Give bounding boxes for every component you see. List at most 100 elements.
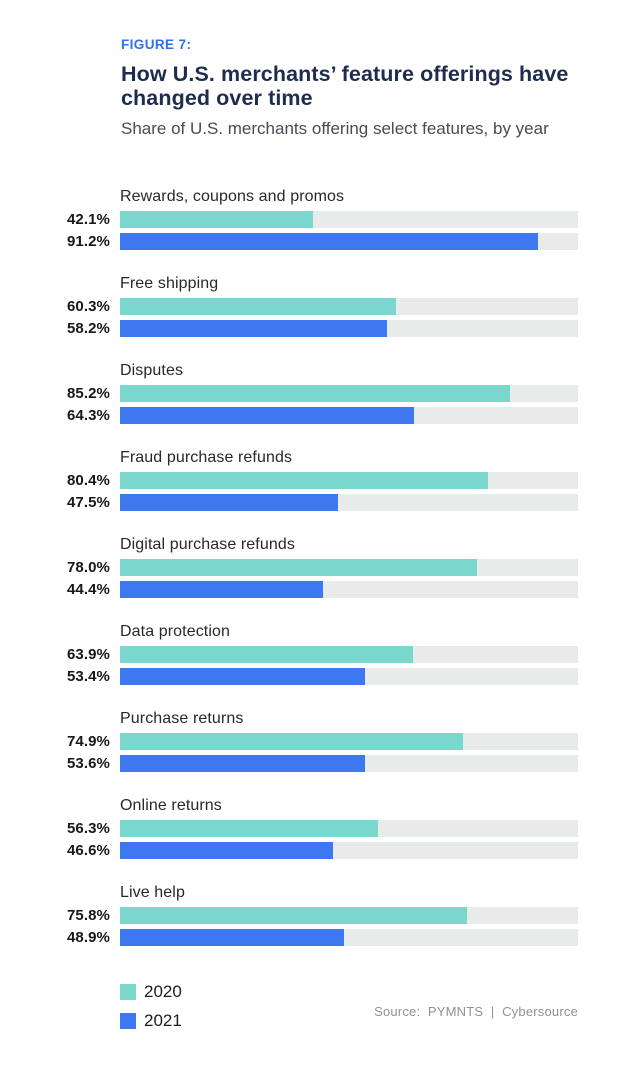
figure-label: FIGURE 7: (121, 37, 192, 52)
value-label: 53.6% (66, 755, 110, 772)
value-label: 74.9% (66, 733, 110, 750)
bar-fill-2021 (120, 581, 324, 598)
value-label: 80.4% (66, 472, 110, 489)
bar-track (120, 842, 578, 859)
category-label: Purchase returns (120, 710, 244, 727)
bar-chart: Rewards, coupons and promos 42.1% 91.2% Fre… (0, 188, 640, 946)
feature-group: Online returns 56.3% 46.6% (0, 797, 578, 859)
legend-item-2021: 2021 (120, 1011, 182, 1031)
feature-group: Disputes 85.2% 64.3% (0, 362, 578, 424)
legend-label: 2020 (144, 982, 182, 1001)
figure-subtitle: Share of U.S. merchants offering select … (121, 118, 549, 138)
legend-swatch-icon (120, 1013, 136, 1029)
category-label: Free shipping (120, 275, 219, 292)
legend-label: 2021 (144, 1011, 182, 1030)
category-label: Digital purchase refunds (120, 536, 295, 553)
feature-group: Live help 75.8% 48.9% (0, 884, 578, 946)
bar-row-2020: 56.3% (0, 820, 578, 837)
bar-row-2020: 42.1% (0, 211, 578, 228)
value-label: 44.4% (66, 581, 110, 598)
value-label: 63.9% (66, 646, 110, 663)
bar-track (120, 559, 578, 576)
bar-track (120, 646, 578, 663)
bar-fill-2020 (120, 211, 313, 228)
bar-fill-2021 (120, 842, 334, 859)
bar-fill-2020 (120, 298, 397, 315)
bar-fill-2020 (120, 733, 464, 750)
bar-row-2021: 48.9% (0, 929, 578, 946)
bar-row-2020: 78.0% (0, 559, 578, 576)
bar-track (120, 733, 578, 750)
value-label: 64.3% (66, 407, 110, 424)
figure-title: How U.S. merchants’ feature offerings ha… (121, 62, 569, 111)
value-label: 47.5% (66, 494, 110, 511)
bar-fill-2021 (120, 668, 365, 685)
bar-track (120, 929, 578, 946)
value-label: 91.2% (66, 233, 110, 250)
feature-group: Free shipping 60.3% 58.2% (0, 275, 578, 337)
bar-fill-2021 (120, 755, 366, 772)
bar-fill-2021 (120, 407, 415, 424)
bar-row-2021: 91.2% (0, 233, 578, 250)
bar-fill-2020 (120, 472, 489, 489)
value-label: 46.6% (66, 842, 110, 859)
feature-group: Purchase returns 74.9% 53.6% (0, 710, 578, 772)
value-label: 78.0% (66, 559, 110, 576)
source-credit: Source: PYMNTS | Cybersource The 2022 Gl… (318, 954, 578, 1074)
bar-fill-2020 (120, 385, 511, 402)
bar-row-2020: 74.9% (0, 733, 578, 750)
category-label: Fraud purchase refunds (120, 449, 293, 466)
bar-fill-2020 (120, 907, 468, 924)
category-label: Data protection (120, 623, 231, 640)
bar-track (120, 211, 578, 228)
value-label: 58.2% (66, 320, 110, 337)
bar-fill-2021 (120, 929, 344, 946)
bar-track (120, 494, 578, 511)
source-line-1: Source: PYMNTS | Cybersource (374, 1004, 578, 1019)
bar-track (120, 320, 578, 337)
bar-track (120, 581, 578, 598)
bar-track (120, 755, 578, 772)
bar-row-2020: 85.2% (0, 385, 578, 402)
category-label: Online returns (120, 797, 222, 814)
figure-footer: 2020 2021 Source: PYMNTS | Cybersource Th… (0, 954, 640, 1074)
feature-group: Digital purchase refunds 78.0% 44.4% (0, 536, 578, 598)
bar-row-2021: 58.2% (0, 320, 578, 337)
figure-header: FIGURE 7: How U.S. merchants’ feature of… (0, 0, 640, 140)
category-label: Live help (120, 884, 185, 901)
category-label: Disputes (120, 362, 184, 379)
bar-track (120, 907, 578, 924)
bar-row-2021: 53.4% (0, 668, 578, 685)
bar-row-2021: 44.4% (0, 581, 578, 598)
feature-group: Fraud purchase refunds 80.4% 47.5% (0, 449, 578, 511)
value-label: 75.8% (66, 907, 110, 924)
bar-track (120, 407, 578, 424)
chart-legend: 2020 2021 (120, 954, 182, 1031)
value-label: 53.4% (66, 668, 110, 685)
bar-track (120, 233, 578, 250)
bar-row-2021: 64.3% (0, 407, 578, 424)
bar-row-2020: 63.9% (0, 646, 578, 663)
bar-row-2020: 75.8% (0, 907, 578, 924)
source-line-2: The 2022 Global Digital Shopping Playboo… (318, 1069, 578, 1074)
value-label: 48.9% (66, 929, 110, 946)
bar-fill-2020 (120, 646, 413, 663)
legend-swatch-icon (120, 984, 136, 1000)
bar-row-2020: 60.3% (0, 298, 578, 315)
value-label: 42.1% (66, 211, 110, 228)
bar-track (120, 385, 578, 402)
bar-row-2021: 47.5% (0, 494, 578, 511)
bar-track (120, 298, 578, 315)
bar-fill-2020 (120, 820, 378, 837)
value-label: 56.3% (66, 820, 110, 837)
bar-fill-2020 (120, 559, 478, 576)
bar-track (120, 668, 578, 685)
feature-group: Rewards, coupons and promos 42.1% 91.2% (0, 188, 578, 250)
bar-fill-2021 (120, 320, 387, 337)
category-label: Rewards, coupons and promos (120, 188, 345, 205)
bar-row-2021: 46.6% (0, 842, 578, 859)
feature-group: Data protection 63.9% 53.4% (0, 623, 578, 685)
bar-fill-2021 (120, 233, 538, 250)
value-label: 85.2% (66, 385, 110, 402)
